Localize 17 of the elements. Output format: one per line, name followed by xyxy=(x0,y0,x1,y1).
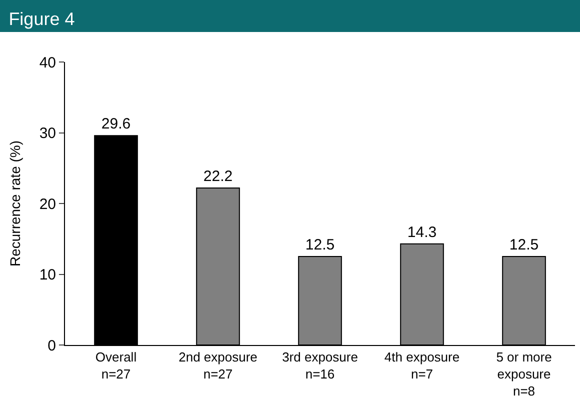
x-tick-label: 5 or more exposure n=8 xyxy=(496,350,552,398)
data-label: 12.5 xyxy=(509,236,539,254)
y-axis-title: Recurrence rate (%) xyxy=(6,140,23,267)
x-tick-label: 4th exposure n=7 xyxy=(384,350,460,382)
data-label: 22.2 xyxy=(203,168,233,185)
data-label: 29.6 xyxy=(101,116,131,133)
data-label: 12.5 xyxy=(305,236,335,254)
x-tick-label: 2nd exposure n=27 xyxy=(178,350,258,382)
chart-title: Figure 4 xyxy=(8,9,75,30)
y-tick-label: 40 xyxy=(39,54,56,72)
y-tick-label: 20 xyxy=(39,196,56,213)
y-tick-label: 10 xyxy=(39,266,56,284)
x-tick-label: Overall n=27 xyxy=(95,350,137,382)
data-label: 14.3 xyxy=(407,224,437,241)
y-tick-label: 0 xyxy=(48,337,56,354)
x-tick-label: 3rd exposure n=16 xyxy=(282,350,358,382)
y-tick-label: 30 xyxy=(39,125,56,142)
